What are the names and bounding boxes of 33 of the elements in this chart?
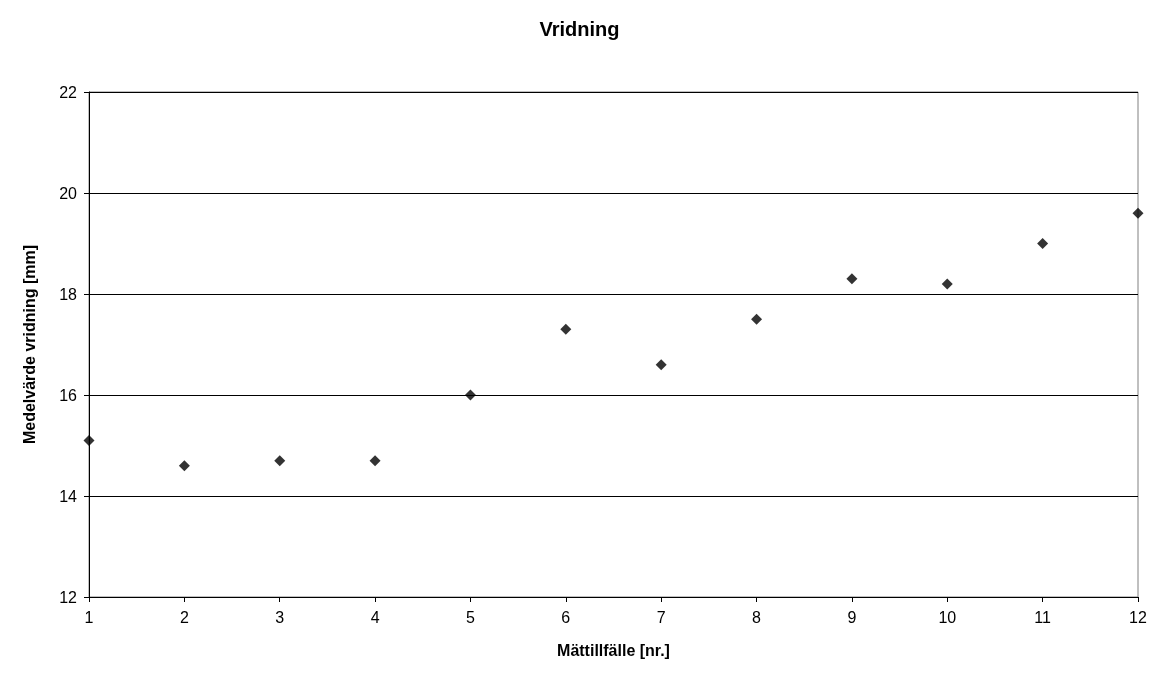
x-tick-label: 1 bbox=[84, 608, 94, 626]
x-axis-title: Mättillfälle [nr.] bbox=[557, 641, 670, 659]
point bbox=[178, 460, 190, 472]
y-tick-label: 16 bbox=[59, 386, 78, 404]
point bbox=[464, 389, 476, 401]
point bbox=[655, 359, 667, 371]
point bbox=[560, 323, 572, 335]
y-axis-title: Medelvärde vridning [mm] bbox=[20, 244, 38, 445]
point bbox=[941, 278, 953, 290]
x-tick-label: 3 bbox=[275, 608, 285, 626]
point bbox=[274, 455, 286, 467]
x-tick-label: 2 bbox=[179, 608, 189, 626]
point bbox=[1132, 207, 1144, 219]
x-tick-label: 12 bbox=[1129, 608, 1147, 626]
x-tick-label: 8 bbox=[752, 608, 762, 626]
y-tick-label: 14 bbox=[59, 487, 78, 505]
x-tick-label: 4 bbox=[370, 608, 380, 626]
y-tick-label: 18 bbox=[59, 285, 78, 303]
y-tick-label: 12 bbox=[59, 588, 78, 606]
y-tick-label: 20 bbox=[59, 184, 78, 202]
point bbox=[1037, 238, 1049, 249]
point bbox=[369, 455, 381, 467]
x-tick-label: 7 bbox=[656, 608, 666, 626]
x-tick-label: 5 bbox=[466, 608, 475, 626]
point bbox=[846, 273, 858, 285]
x-tick-label: 11 bbox=[1034, 608, 1052, 626]
x-tick-label: 10 bbox=[938, 608, 957, 626]
x-tick-label: 6 bbox=[561, 608, 571, 626]
point bbox=[751, 313, 763, 325]
y-tick-label: 22 bbox=[59, 83, 78, 101]
point bbox=[83, 434, 95, 446]
x-tick-label: 9 bbox=[847, 608, 857, 626]
chart-title: Vridning bbox=[539, 18, 620, 40]
